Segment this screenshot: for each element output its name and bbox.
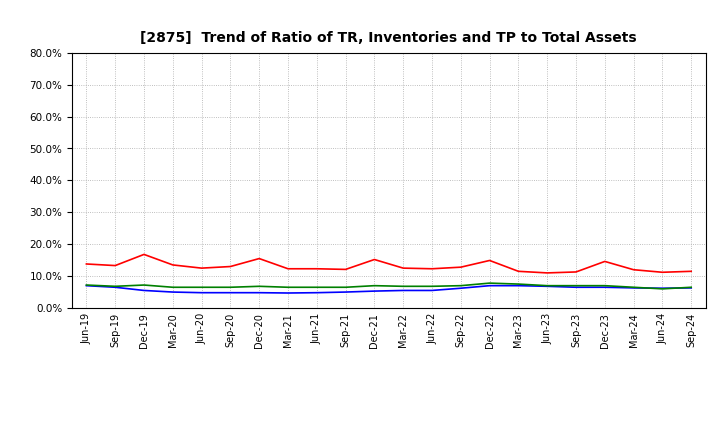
Trade Receivables	[687, 269, 696, 274]
Trade Receivables	[312, 266, 321, 271]
Trade Receivables	[456, 264, 465, 270]
Inventories	[111, 285, 120, 290]
Inventories	[428, 288, 436, 293]
Trade Payables	[197, 285, 206, 290]
Trade Payables	[658, 286, 667, 291]
Trade Receivables	[168, 262, 177, 268]
Inventories	[572, 285, 580, 290]
Inventories	[168, 290, 177, 295]
Trade Receivables	[485, 258, 494, 263]
Trade Receivables	[226, 264, 235, 269]
Inventories	[197, 290, 206, 295]
Inventories	[629, 285, 638, 290]
Trade Payables	[341, 285, 350, 290]
Trade Payables	[687, 285, 696, 290]
Trade Payables	[312, 285, 321, 290]
Inventories	[226, 290, 235, 295]
Trade Receivables	[140, 252, 148, 257]
Trade Payables	[572, 283, 580, 288]
Inventories	[255, 290, 264, 295]
Trade Receivables	[255, 256, 264, 261]
Trade Receivables	[629, 267, 638, 272]
Trade Payables	[226, 285, 235, 290]
Trade Payables	[600, 283, 609, 288]
Inventories	[456, 286, 465, 291]
Title: [2875]  Trend of Ratio of TR, Inventories and TP to Total Assets: [2875] Trend of Ratio of TR, Inventories…	[140, 31, 637, 45]
Trade Receivables	[341, 267, 350, 272]
Trade Payables	[543, 283, 552, 288]
Trade Receivables	[428, 266, 436, 271]
Inventories	[140, 288, 148, 293]
Line: Trade Receivables: Trade Receivables	[86, 254, 691, 273]
Trade Payables	[255, 284, 264, 289]
Inventories	[82, 283, 91, 288]
Inventories	[284, 290, 292, 296]
Trade Receivables	[658, 270, 667, 275]
Trade Receivables	[284, 266, 292, 271]
Inventories	[370, 289, 379, 294]
Trade Payables	[168, 285, 177, 290]
Trade Receivables	[399, 265, 408, 271]
Trade Receivables	[82, 261, 91, 267]
Trade Receivables	[111, 263, 120, 268]
Inventories	[658, 286, 667, 291]
Trade Payables	[284, 285, 292, 290]
Trade Payables	[514, 282, 523, 287]
Inventories	[341, 290, 350, 295]
Trade Payables	[82, 282, 91, 288]
Inventories	[687, 285, 696, 290]
Trade Payables	[370, 283, 379, 288]
Trade Payables	[456, 283, 465, 288]
Trade Receivables	[600, 259, 609, 264]
Trade Payables	[485, 280, 494, 286]
Inventories	[485, 283, 494, 288]
Line: Trade Payables: Trade Payables	[86, 283, 691, 289]
Trade Receivables	[197, 265, 206, 271]
Trade Receivables	[543, 270, 552, 275]
Inventories	[543, 284, 552, 289]
Trade Receivables	[572, 269, 580, 275]
Inventories	[600, 285, 609, 290]
Trade Receivables	[514, 269, 523, 274]
Trade Payables	[399, 284, 408, 289]
Trade Payables	[111, 284, 120, 289]
Trade Payables	[629, 285, 638, 290]
Line: Inventories: Inventories	[86, 286, 691, 293]
Inventories	[514, 283, 523, 288]
Trade Payables	[140, 282, 148, 288]
Trade Payables	[428, 284, 436, 289]
Inventories	[312, 290, 321, 295]
Trade Receivables	[370, 257, 379, 262]
Inventories	[399, 288, 408, 293]
